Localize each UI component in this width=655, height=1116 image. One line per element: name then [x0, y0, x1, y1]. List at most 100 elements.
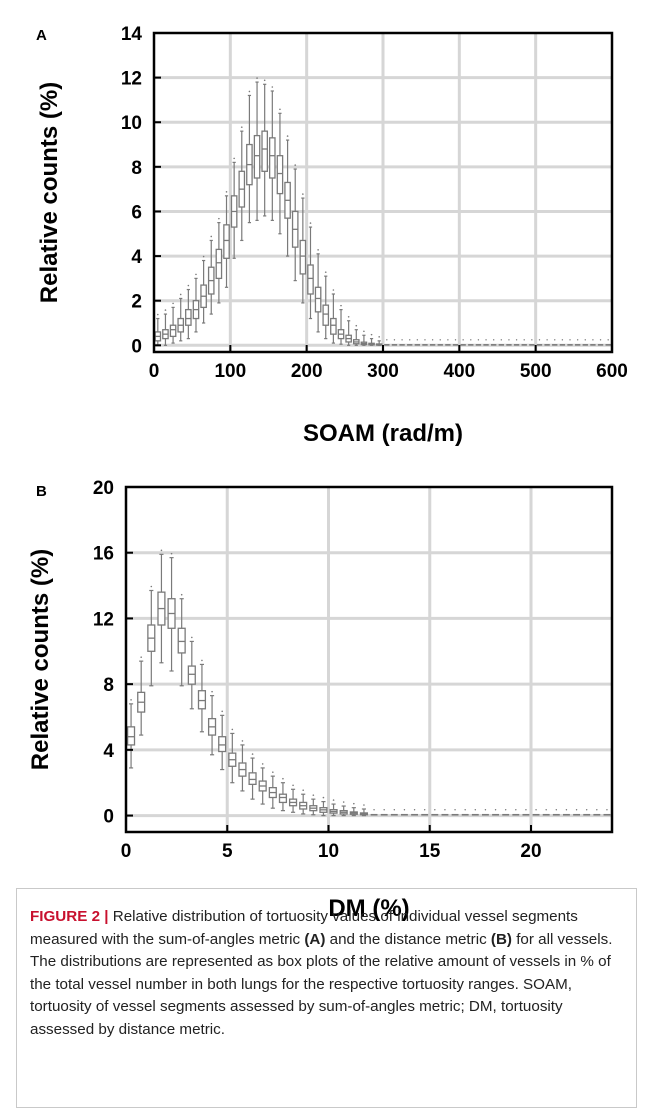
panel-a-box [299, 193, 307, 304]
box-outlier [271, 86, 274, 88]
panel-a-tail-outlier [607, 339, 609, 341]
caption-text-2: and the distance metric [325, 930, 491, 948]
box-iqr [322, 304, 330, 326]
box-outlier [292, 784, 294, 787]
panel-a-xtick-label: 400 [443, 361, 475, 382]
panel-b-box [157, 549, 166, 664]
box-outlier [241, 740, 244, 742]
panel-b-tail-outlier [596, 809, 598, 811]
panel-a-box [154, 313, 162, 346]
panel-a-tail-outlier [523, 339, 525, 341]
panel-b-box [126, 699, 136, 769]
panel-b-tail-outlier [423, 809, 426, 811]
panel-a-tail-outlier [401, 339, 403, 341]
panel-b-xtick-label: 15 [419, 841, 441, 862]
box-outlier [256, 77, 258, 79]
panel-a-ytick-label: 0 [131, 336, 142, 357]
panel-a-box [368, 333, 375, 346]
panel-b-tail-outlier [393, 809, 396, 811]
box-outlier [160, 549, 163, 552]
panel-b-box [167, 552, 176, 672]
panel-b-box [218, 710, 227, 771]
panel-b-box [319, 796, 328, 817]
panel-a-xtick-label: 200 [291, 361, 323, 382]
panel-a-box [307, 222, 314, 320]
box-iqr [223, 224, 230, 259]
panel-b-tail-outlier [606, 809, 608, 811]
box-outlier [195, 273, 197, 276]
panel-a-xtick-label: 0 [149, 361, 160, 382]
panel-a-box [291, 164, 299, 282]
box-outlier [240, 126, 243, 128]
panel-a-tail-outlier [393, 339, 396, 341]
panel-b-box [248, 753, 257, 800]
figure-caption: FIGURE 2 | Relative distribution of tort… [30, 906, 630, 1042]
panel-a-ytick-label: 2 [131, 292, 142, 313]
box-iqr [276, 155, 284, 195]
caption-ref-b: (B) [490, 930, 512, 948]
panel-b-tail-outlier [373, 809, 375, 811]
box-outlier [347, 315, 350, 318]
box-outlier [202, 255, 205, 258]
panel-b-box [207, 690, 217, 756]
box-outlier [370, 333, 373, 336]
panel-a-ytick-label: 10 [121, 113, 142, 134]
box-outlier [312, 794, 315, 796]
panel-b-xtick-label: 0 [121, 841, 132, 862]
panel-a-box [276, 108, 284, 235]
box-outlier [225, 191, 228, 193]
panel-b-tail-outlier [535, 809, 537, 811]
panel-a-box [253, 77, 261, 221]
box-outlier [248, 90, 251, 93]
panel-a-box [223, 191, 230, 288]
panel-a-tail-outlier [592, 339, 594, 341]
panel-b-tail-outlier [413, 809, 416, 811]
panel-b-box [137, 656, 146, 736]
panel-b-ytick-label: 0 [103, 807, 114, 828]
panel-b-tail-outlier [504, 809, 507, 811]
panel-a-tail-outlier [546, 339, 548, 341]
panel-a-tail-outlier [515, 339, 518, 341]
panel-a-ytick-label: 12 [121, 69, 142, 90]
box-outlier [302, 789, 304, 792]
panel-b-xtick-label: 5 [222, 841, 233, 862]
box-outlier [231, 728, 234, 731]
box-outlier [164, 309, 167, 311]
box-iqr [253, 134, 261, 179]
box-outlier [157, 313, 159, 316]
panel-b-axes-frame [124, 485, 614, 834]
panel-a-box [314, 249, 322, 333]
panel-b-box [359, 804, 369, 817]
box-outlier [272, 771, 274, 773]
panel-a-tail-outlier [538, 339, 541, 341]
box-iqr [330, 317, 337, 335]
panel-a-xtick-label: 600 [596, 361, 628, 382]
panel-b-xlabel: DM (%) [328, 895, 409, 922]
panel-a-box [230, 157, 238, 259]
panel-b-tail-outlier [585, 809, 588, 811]
panel-a-box [352, 324, 360, 346]
panel-a-tail-outlier [424, 339, 426, 341]
box-outlier [263, 79, 266, 82]
panel-a-tail-outlier [485, 339, 487, 341]
box-outlier [233, 157, 235, 160]
panel-b-tail-outlier [484, 809, 487, 811]
panel-a-tail-outlier [409, 339, 411, 341]
panel-a-box [185, 284, 192, 340]
box-outlier [191, 636, 193, 639]
box-iqr [268, 137, 276, 179]
panel-b-tail-outlier [464, 809, 466, 811]
panel-b-box [177, 593, 186, 687]
panel-a-xlabel: SOAM (rad/m) [303, 420, 463, 447]
panel-b-box [329, 799, 338, 817]
box-outlier [363, 804, 365, 806]
box-iqr [307, 264, 314, 295]
panel-b-box [228, 728, 237, 784]
panel-a-box [162, 309, 169, 346]
panel-a-tail-outlier [576, 339, 579, 341]
box-outlier [340, 304, 342, 307]
panel-a-tail-outlier [416, 339, 419, 341]
box-outlier [221, 710, 223, 713]
panel-b-ytick-label: 12 [93, 609, 114, 630]
panel-b-box [349, 802, 358, 817]
